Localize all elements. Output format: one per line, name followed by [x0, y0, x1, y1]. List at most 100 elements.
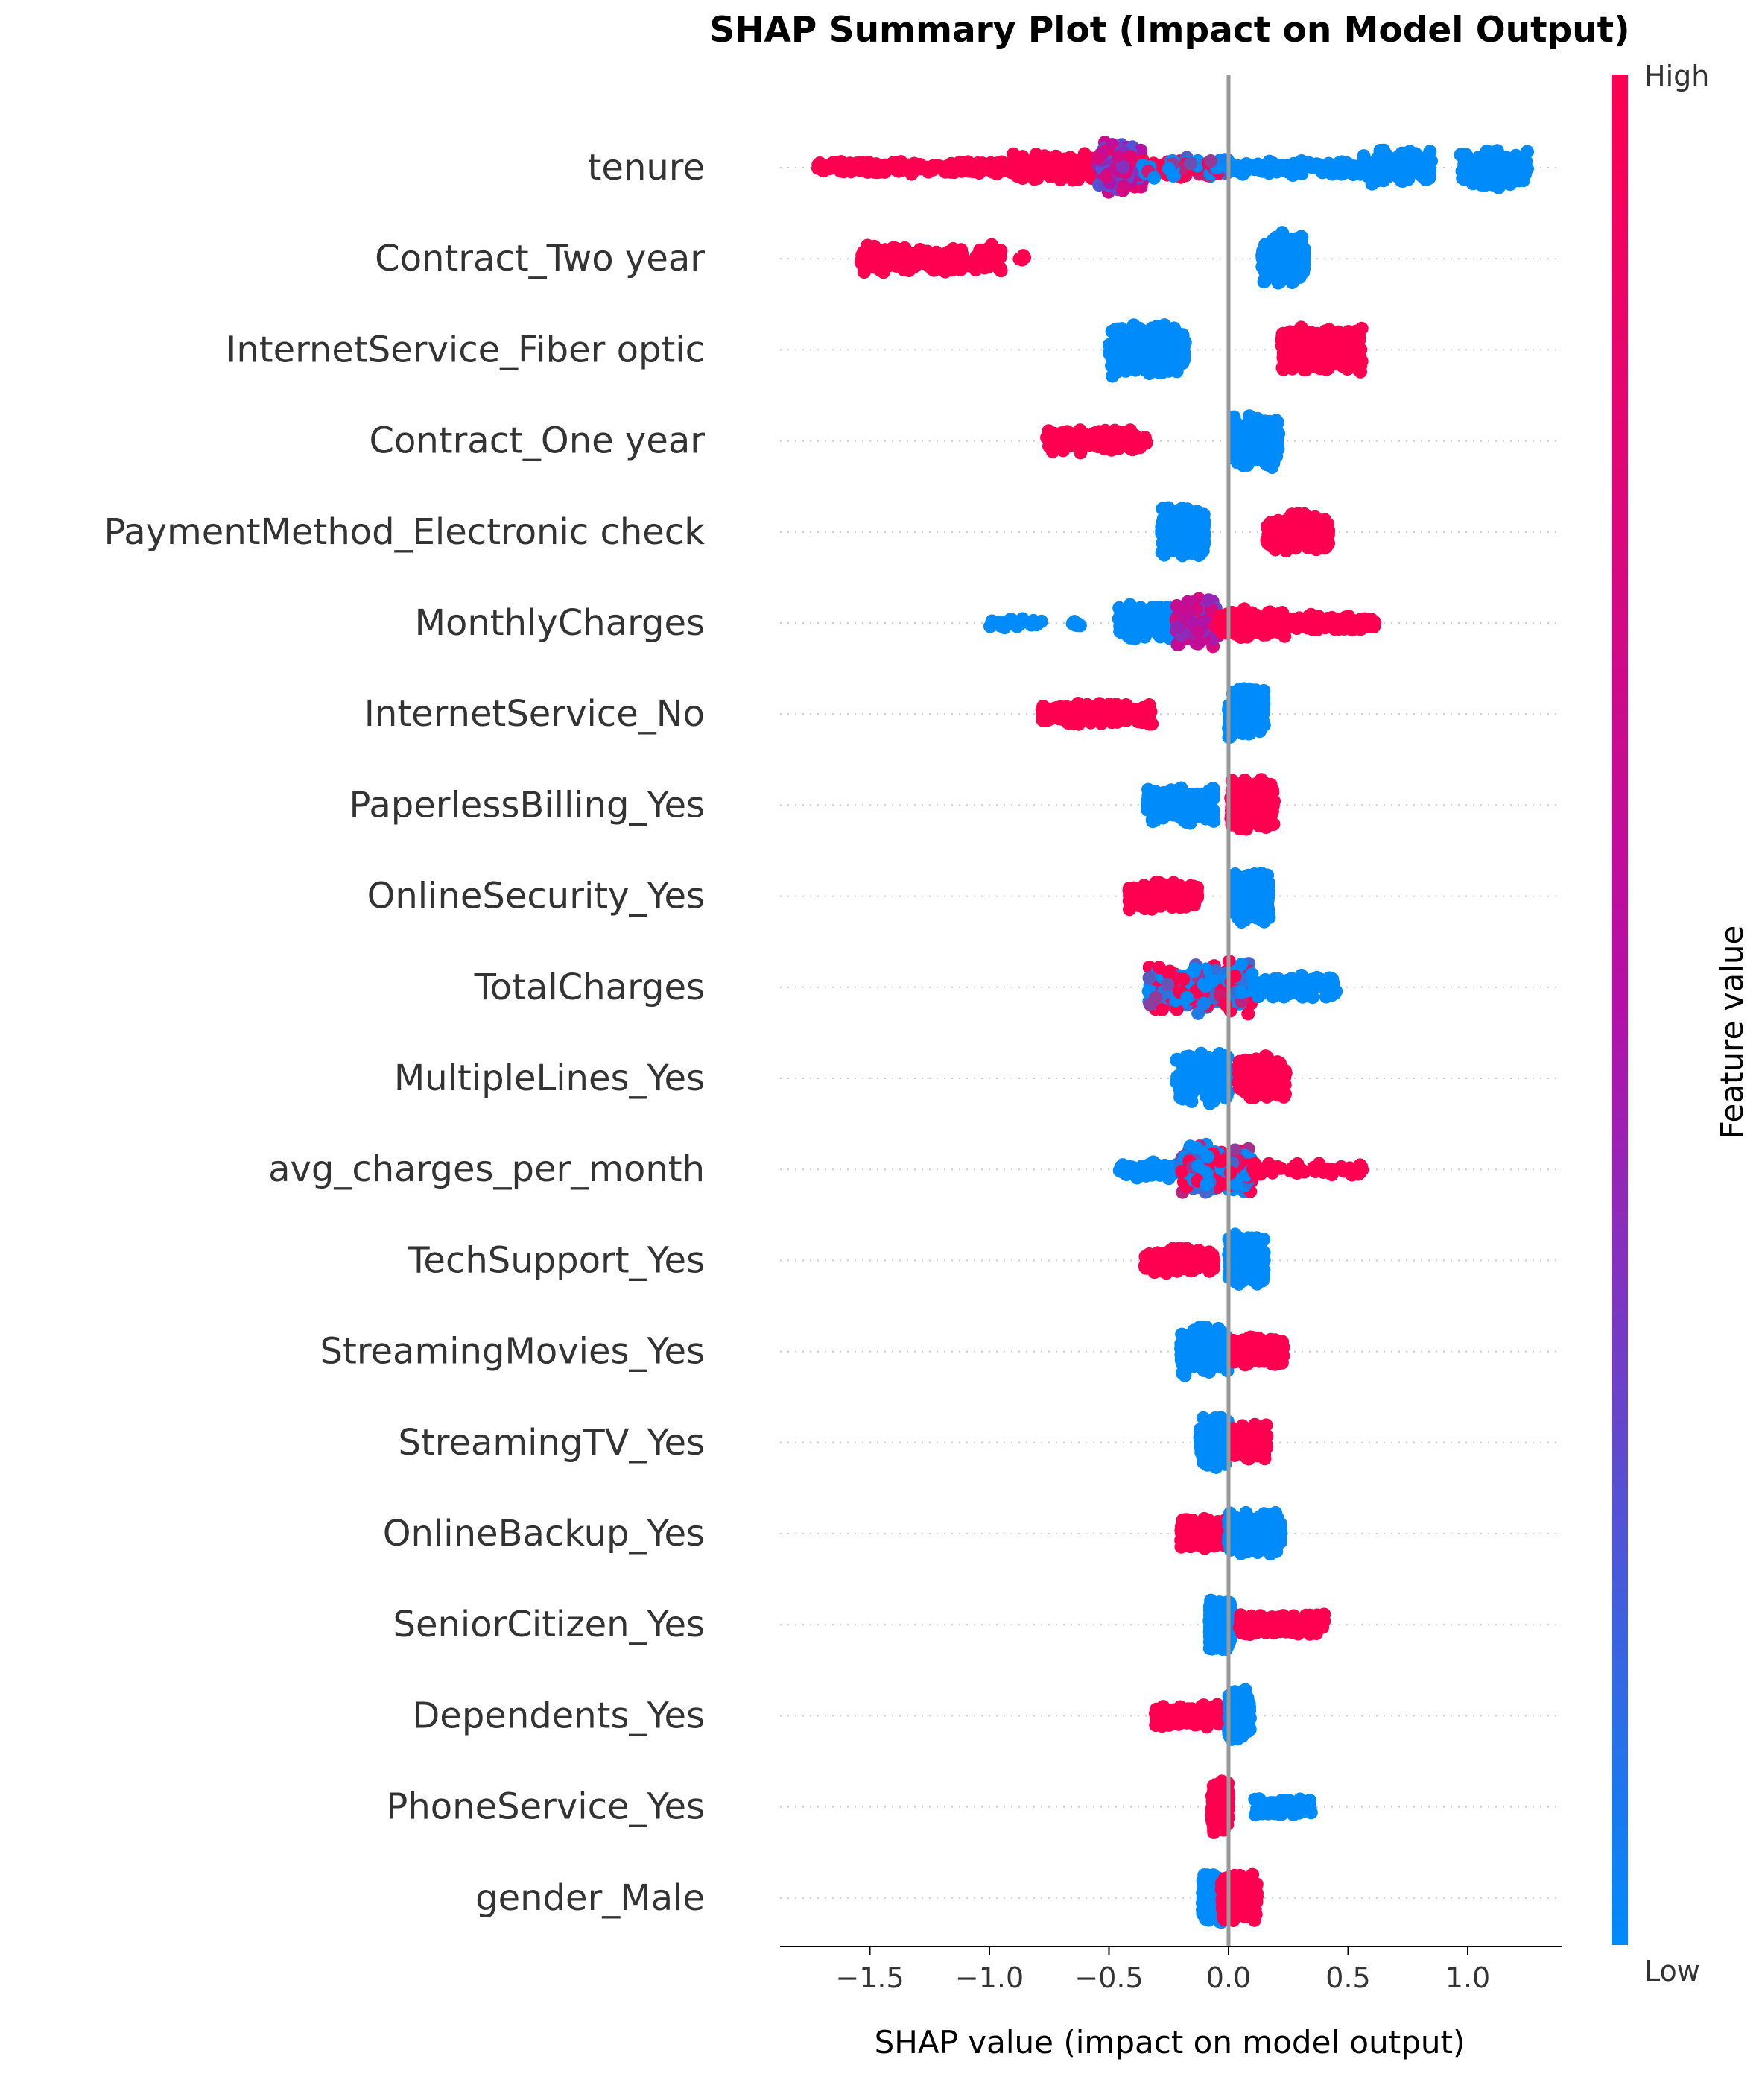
- feature-label: Dependents_Yes: [412, 1695, 705, 1736]
- shap-point: [1044, 434, 1058, 448]
- shap-point: [1155, 525, 1169, 540]
- shap-point: [1110, 364, 1124, 379]
- shap-point: [1254, 699, 1268, 713]
- shap-point: [939, 165, 952, 179]
- shap-point: [951, 247, 965, 262]
- shap-point: [1205, 792, 1220, 806]
- shap-point: [1126, 355, 1141, 370]
- shap-point: [1330, 356, 1344, 370]
- shap-point: [1322, 525, 1335, 539]
- shap-point: [1171, 620, 1185, 634]
- shap-point: [1204, 154, 1218, 168]
- shap-point: [1281, 341, 1296, 355]
- shap-point: [1134, 143, 1148, 157]
- shap-point: [1355, 619, 1369, 633]
- shap-point: [1118, 426, 1132, 440]
- feature-label: SeniorCitizen_Yes: [393, 1604, 706, 1645]
- shap-point: [1018, 250, 1032, 265]
- shap-point: [857, 254, 871, 268]
- shap-point: [985, 614, 999, 628]
- shap-point: [1342, 325, 1355, 339]
- shap-point: [1180, 515, 1194, 529]
- shap-point: [1147, 344, 1162, 358]
- feature-label: MultipleLines_Yes: [394, 1057, 705, 1099]
- shap-point: [1263, 435, 1277, 449]
- shap-point: [881, 253, 895, 267]
- shap-point: [878, 161, 892, 175]
- shap-point: [1074, 709, 1088, 724]
- shap-point: [1170, 599, 1184, 613]
- shap-point: [1305, 534, 1319, 548]
- shap-point: [1115, 351, 1129, 364]
- shap-point: [1126, 889, 1141, 902]
- feature-label: Contract_Two year: [375, 238, 705, 279]
- shap-point: [922, 259, 937, 273]
- shap-point: [1232, 782, 1246, 797]
- shap-point: [1191, 624, 1205, 639]
- feature-label: StreamingTV_Yes: [398, 1422, 705, 1464]
- shap-point: [1099, 169, 1113, 183]
- shap-point: [1241, 900, 1255, 914]
- shap-point: [1153, 806, 1167, 820]
- shap-point: [1284, 616, 1298, 630]
- shap-point: [1001, 617, 1015, 630]
- feature-label: PaperlessBilling_Yes: [349, 784, 705, 826]
- shap-point: [1176, 899, 1190, 914]
- shap-point: [1187, 964, 1201, 978]
- shap-point: [1071, 430, 1085, 444]
- shap-point: [1150, 788, 1164, 802]
- shap-point: [1134, 601, 1147, 615]
- shap-point: [1478, 178, 1492, 192]
- shap-point: [912, 158, 926, 172]
- shap-point: [1454, 148, 1468, 162]
- shap-point: [1072, 617, 1086, 631]
- shap-point: [864, 242, 878, 256]
- shap-point: [1252, 799, 1267, 813]
- feature-label: InternetService_No: [364, 693, 705, 735]
- shap-point: [1409, 147, 1423, 161]
- shap-point: [1033, 167, 1047, 181]
- shap-point: [1344, 357, 1358, 371]
- shap-point: [1374, 171, 1388, 186]
- row-gridlines: [780, 167, 1562, 1899]
- shap-point: [1149, 899, 1163, 913]
- shap-point: [1197, 538, 1211, 551]
- shap-point: [1299, 350, 1313, 364]
- shap-point: [1155, 1002, 1169, 1016]
- shap-point: [845, 159, 859, 174]
- shap-point: [1013, 156, 1027, 170]
- shap-point: [1235, 958, 1249, 972]
- shap-point: [1269, 159, 1282, 173]
- shap-point: [1234, 879, 1248, 893]
- shap-point: [1230, 891, 1244, 905]
- shap-point: [1040, 713, 1054, 727]
- shap-point: [1202, 593, 1216, 607]
- shap-point: [1183, 806, 1197, 820]
- shap-point: [1398, 146, 1413, 160]
- shap-point: [1181, 502, 1194, 516]
- shap-point: [1063, 152, 1077, 166]
- feature-label: TechSupport_Yes: [407, 1239, 705, 1281]
- shap-point: [1494, 162, 1508, 176]
- shap-point: [1147, 171, 1162, 185]
- shap-point: [1116, 160, 1130, 174]
- shap-point: [1156, 545, 1170, 559]
- shap-point: [983, 250, 997, 265]
- shap-point: [1091, 151, 1105, 165]
- shap-point: [1257, 259, 1271, 273]
- shap-point: [1270, 273, 1284, 287]
- shap-point: [1255, 888, 1270, 902]
- shap-point: [1112, 150, 1126, 164]
- shap-point: [901, 158, 916, 172]
- shap-point: [1080, 698, 1094, 712]
- feature-label: PaymentMethod_Electronic check: [104, 511, 705, 553]
- shap-point: [834, 155, 848, 169]
- shap-point: [953, 155, 967, 169]
- shap-point: [1109, 335, 1124, 350]
- shap-point: [1234, 455, 1248, 469]
- shap-point: [888, 159, 902, 173]
- shap-point: [1292, 235, 1306, 248]
- shap-point: [1191, 636, 1205, 651]
- shap-point: [985, 238, 998, 252]
